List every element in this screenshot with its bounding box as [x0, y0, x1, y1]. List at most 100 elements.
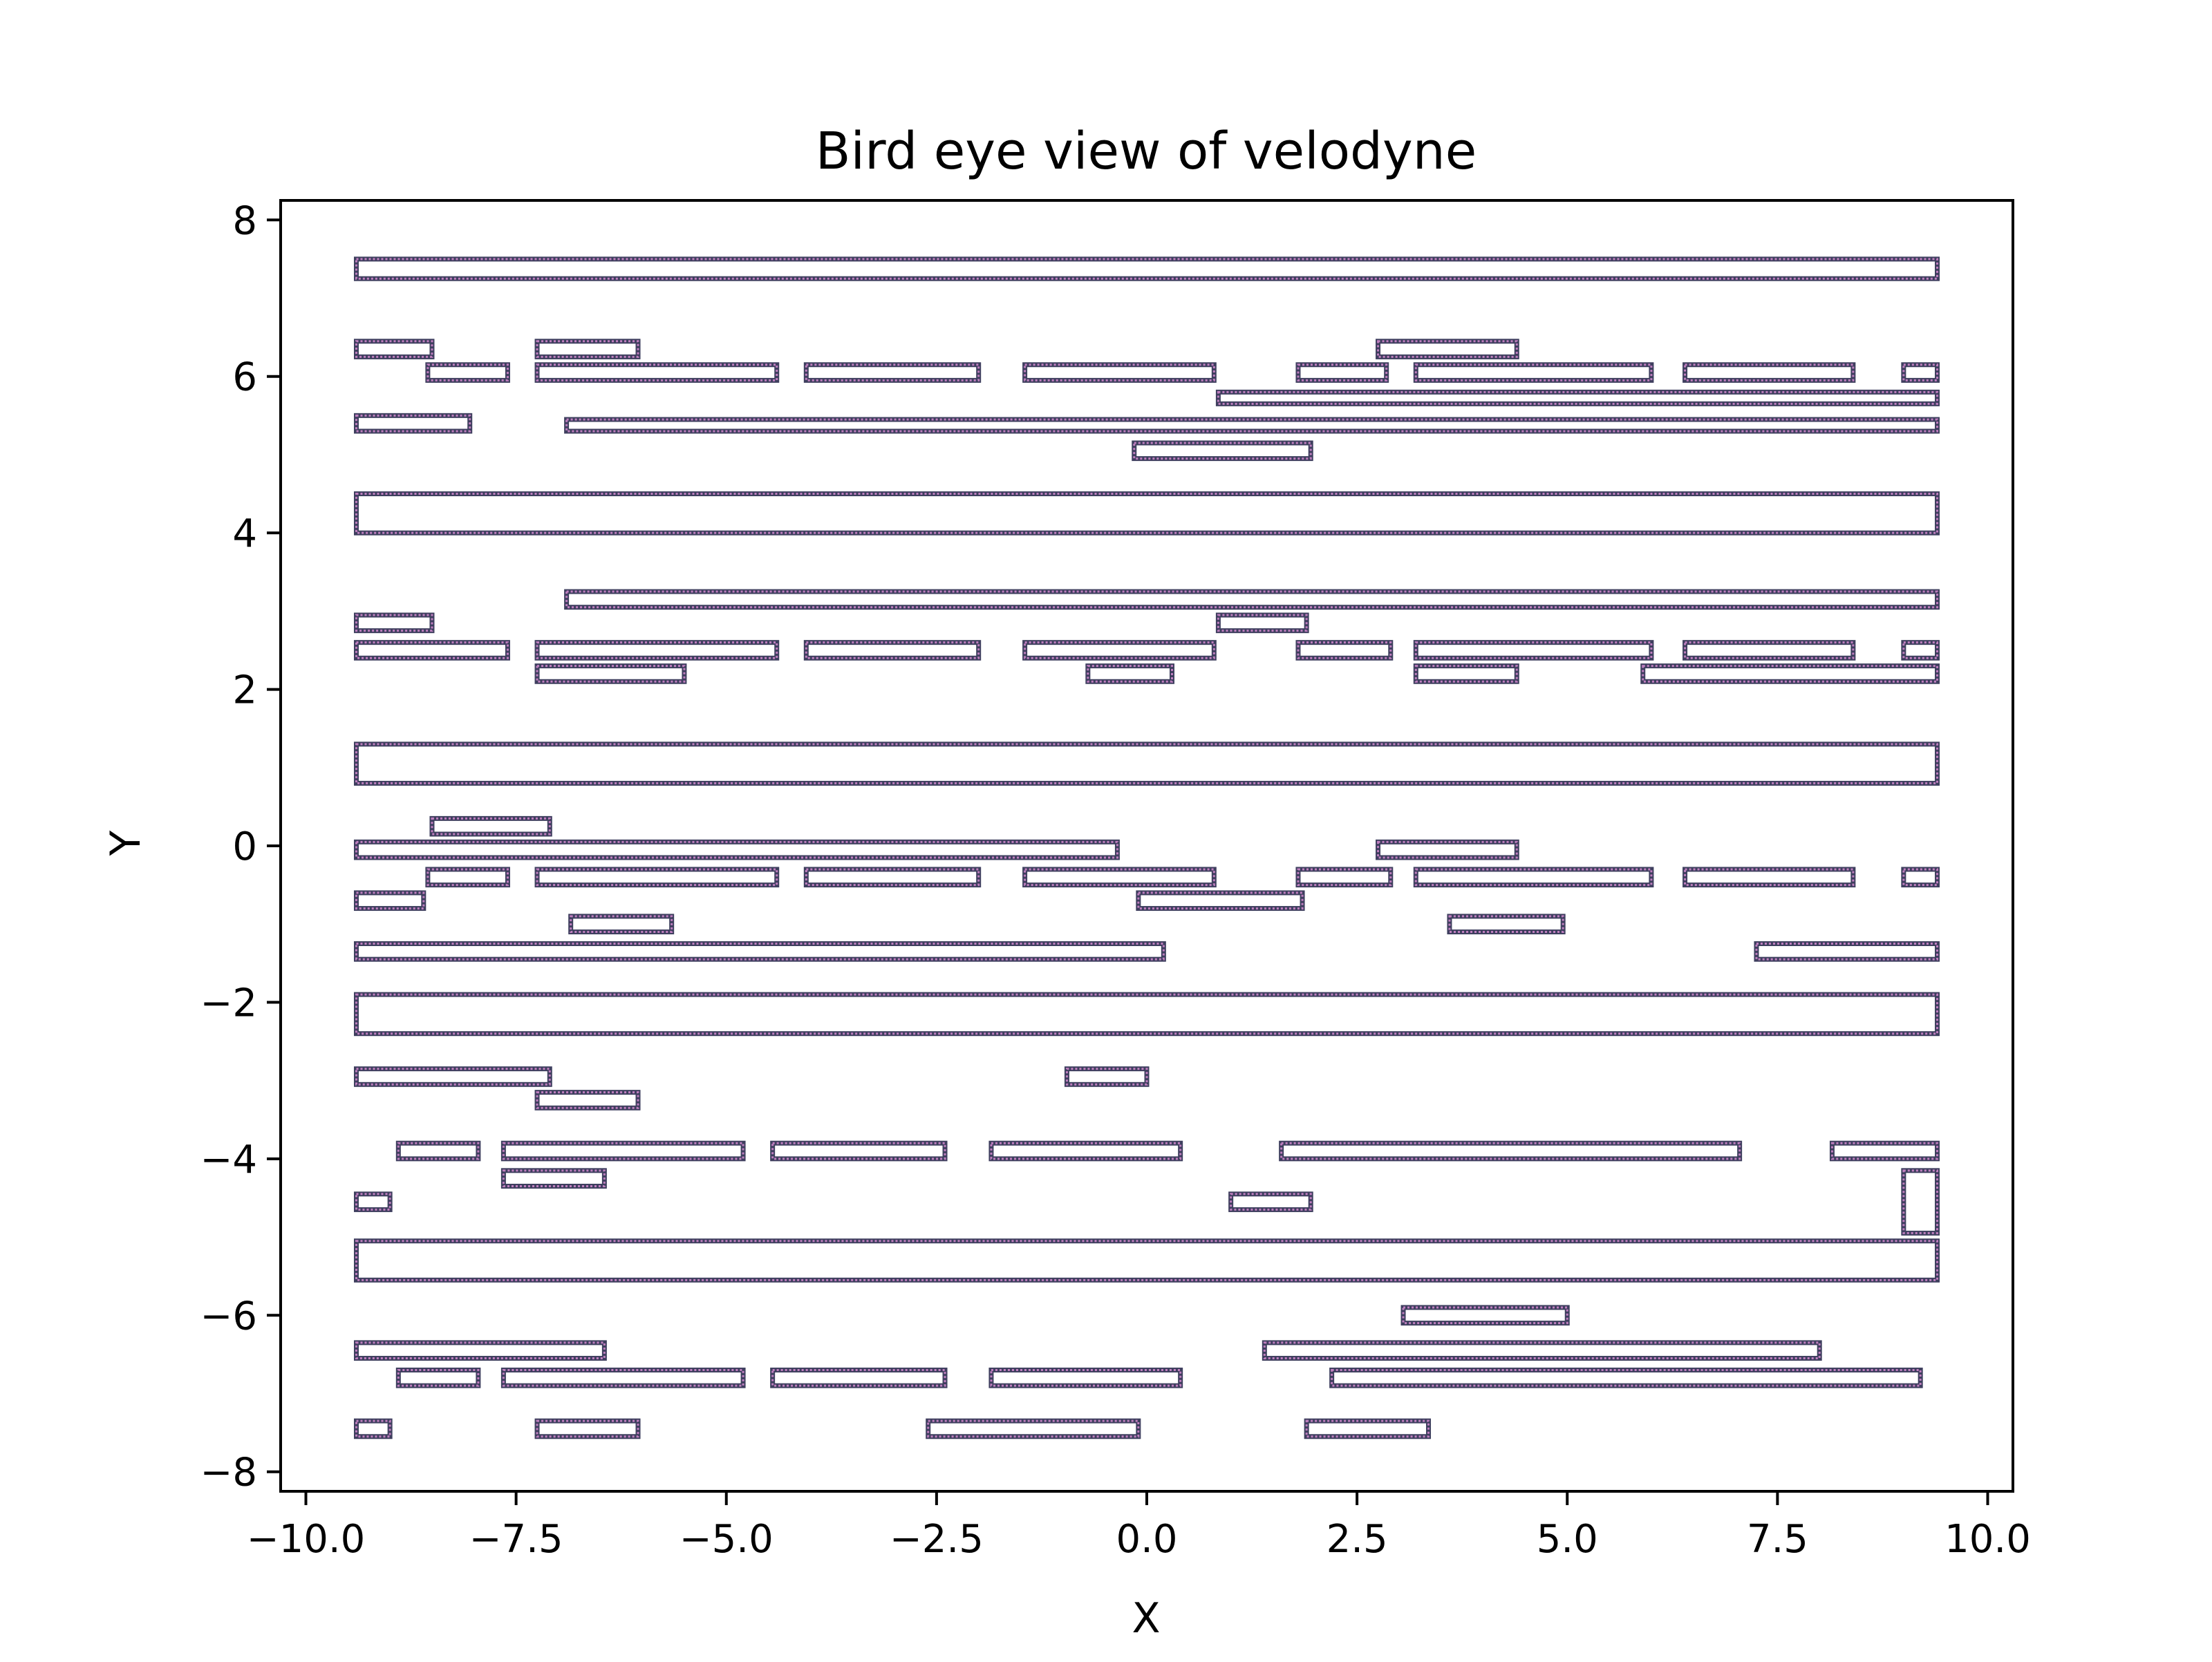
point-cluster-outline	[1329, 1368, 1923, 1388]
point-cluster-markers	[1684, 868, 1855, 887]
point-cluster-outline	[353, 742, 1940, 786]
point-cluster-outline	[353, 612, 435, 634]
point-cluster-markers	[502, 1142, 744, 1160]
point-cluster-markers	[1902, 1169, 1939, 1234]
point-cluster-markers	[536, 665, 686, 683]
x-axis-label: X	[1132, 1594, 1160, 1643]
point-cluster-outline	[1640, 663, 1940, 684]
point-cluster-outline	[1136, 890, 1305, 912]
point-cluster-outline	[1064, 1066, 1150, 1087]
point-cluster-markers	[1217, 614, 1308, 632]
point-cluster-outline	[1132, 440, 1313, 462]
y-axis-label: Y	[102, 830, 150, 856]
point-cluster-outline	[353, 941, 1166, 962]
point-cluster-markers	[927, 1419, 1140, 1438]
point-cluster-markers	[536, 1419, 639, 1438]
chart-title: Bird eye view of velodyne	[816, 122, 1477, 181]
point-cluster-outline	[1901, 640, 1940, 661]
point-cluster-outline	[534, 1090, 641, 1111]
point-cluster-outline	[1413, 663, 1519, 684]
point-cluster-outline	[988, 1368, 1183, 1388]
point-cluster-markers	[1024, 868, 1215, 887]
point-cluster-markers	[1305, 1419, 1430, 1438]
y-axis-ticks: 8 6 4 2 0 −2 −4 −6 −8	[200, 198, 281, 1495]
point-cluster-markers	[1377, 840, 1518, 859]
y-tick-label: 8	[232, 198, 257, 243]
y-tick-label: −2	[200, 981, 257, 1026]
point-cluster-markers	[355, 614, 433, 632]
point-cluster-outline	[353, 992, 1940, 1037]
point-cluster-markers	[1280, 1142, 1741, 1160]
point-cluster-markers	[805, 363, 980, 381]
point-cluster-markers	[1133, 442, 1312, 460]
point-cluster-markers	[502, 1169, 606, 1187]
point-cluster-markers	[990, 1369, 1182, 1387]
point-cluster-markers	[1642, 665, 1939, 683]
point-cluster-outline	[534, 663, 687, 684]
point-cluster-outline	[534, 362, 780, 383]
point-cluster-markers	[355, 1341, 606, 1360]
point-cluster-markers	[355, 891, 425, 910]
point-cluster-outline	[1901, 362, 1940, 383]
point-cluster-outline	[353, 1238, 1940, 1283]
point-cluster-outline	[1295, 640, 1394, 661]
point-cluster-outline	[353, 339, 435, 359]
point-cluster-markers	[355, 1419, 391, 1438]
point-cluster-markers	[1414, 868, 1653, 887]
point-cluster-markers	[1297, 363, 1388, 381]
point-cluster-outline	[1085, 663, 1174, 684]
point-cluster-markers	[536, 868, 778, 887]
point-cluster-outline	[1447, 914, 1566, 935]
x-tick-label: −5.0	[679, 1517, 774, 1562]
point-cluster-outline	[1022, 362, 1217, 383]
point-cluster-markers	[536, 363, 778, 381]
point-cluster-outline	[988, 1140, 1183, 1162]
point-cluster-markers	[1024, 363, 1215, 381]
point-cluster-markers	[565, 590, 1939, 609]
point-cluster-outline	[425, 867, 510, 888]
point-cluster-outline	[353, 413, 473, 434]
point-cluster-outline	[353, 1340, 607, 1361]
point-cluster-markers	[355, 943, 1165, 961]
point-cluster-outline	[353, 640, 510, 661]
point-cluster-markers	[355, 340, 433, 358]
point-cluster-markers	[355, 1068, 551, 1086]
point-cluster-markers	[355, 1193, 391, 1211]
point-cluster-outline	[1295, 362, 1389, 383]
point-cluster-markers	[771, 1142, 946, 1160]
point-cluster-outline	[534, 1418, 641, 1439]
point-cluster-outline	[1901, 1168, 1940, 1236]
point-cluster-markers	[355, 414, 471, 433]
point-cluster-outline	[534, 339, 641, 359]
point-cluster-outline	[1215, 389, 1940, 406]
point-cluster-markers	[431, 817, 551, 835]
point-cluster-outline	[1683, 867, 1856, 888]
point-cluster-outline	[1683, 362, 1856, 383]
point-cluster-outline	[534, 640, 780, 661]
point-cluster-markers	[536, 1091, 639, 1109]
point-cluster-markers	[1755, 943, 1939, 961]
point-cluster-outline	[770, 1368, 948, 1388]
point-cluster-markers	[1297, 641, 1392, 659]
point-cluster-outline	[926, 1418, 1141, 1439]
point-cluster-markers	[355, 743, 1939, 784]
point-cluster-markers	[1448, 915, 1564, 934]
point-cluster-outline	[564, 417, 1940, 434]
point-cluster-outline	[803, 640, 982, 661]
point-cluster-markers	[805, 868, 980, 887]
point-cluster-outline	[1413, 640, 1654, 661]
point-cluster-outline	[1376, 839, 1519, 860]
x-tick-label: 0.0	[1116, 1517, 1177, 1562]
plot-frame	[279, 199, 2014, 1493]
point-cluster-markers	[536, 641, 778, 659]
point-cluster-outline	[1829, 1140, 1940, 1162]
point-cluster-markers	[771, 1369, 946, 1387]
y-tick-label: −8	[200, 1451, 257, 1495]
point-cluster-outline	[803, 867, 982, 888]
point-cluster-outline	[395, 1368, 481, 1388]
point-cluster-markers	[1087, 665, 1173, 683]
point-cluster-outline	[1022, 867, 1217, 888]
point-cluster-markers	[427, 363, 509, 381]
